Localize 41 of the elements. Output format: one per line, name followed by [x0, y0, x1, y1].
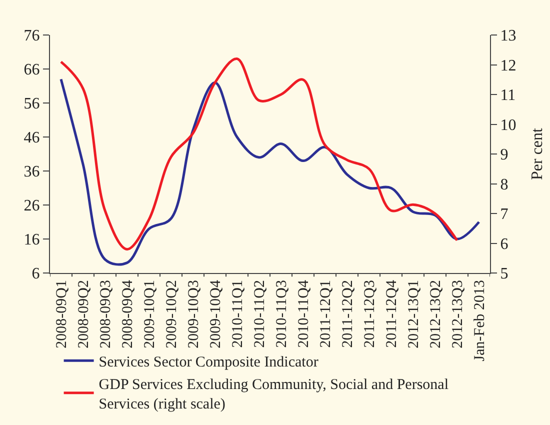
x-tick-label: 2009-10Q1	[142, 280, 158, 348]
x-tick-label: 2010-11Q4	[296, 280, 312, 348]
y2-tick-label: 6	[500, 236, 508, 253]
y-tick-label: 16	[24, 232, 40, 249]
y-tick-label: 76	[24, 28, 40, 45]
x-tick-label: 2010-11Q2	[252, 280, 268, 348]
y2-tick-label: 10	[500, 116, 516, 134]
y-tick-label: 6	[32, 266, 40, 283]
x-tick-label: 2010-11Q1	[230, 280, 246, 348]
x-tick-label: 2009-10Q2	[164, 280, 180, 348]
y2-tick-label: 9	[500, 146, 508, 164]
x-tick-label: 2008-09Q4	[120, 280, 136, 348]
y-tick-label: 46	[24, 130, 40, 147]
x-tick-label: 2011-12Q4	[384, 280, 400, 348]
y2-tick-label: 7	[500, 206, 508, 224]
x-tick-label: 2011-12Q1	[318, 280, 334, 348]
x-tick-label: Jan-Feb 2013	[472, 280, 488, 362]
legend-label: GDP Services Excluding Community, Social and Personal Services (right scale)	[98, 377, 448, 412]
x-tick-label: 2012-13Q2	[428, 280, 444, 348]
x-tick-label: 2012-13Q1	[406, 280, 422, 348]
y2-tick-label: 12	[500, 57, 516, 74]
x-tick-label: 2012-13Q3	[450, 280, 466, 348]
x-tick-label: 2011-12Q2	[340, 280, 356, 348]
x-tick-label: 2008-09Q1	[54, 280, 70, 348]
x-tick-label: 2009-10Q4	[208, 280, 224, 348]
y-tick-label: 56	[24, 96, 40, 113]
line-series	[60, 58, 458, 250]
y2-tick-label: 5	[500, 266, 508, 283]
y-tick-label: 26	[24, 198, 40, 215]
x-tick-label: 2008-09Q3	[98, 280, 114, 348]
y2-tick-label: 13	[500, 28, 516, 45]
y2-tick-label: 11	[500, 87, 516, 104]
y2-tick-label: 8	[500, 176, 508, 194]
x-tick-label: 2010-11Q3	[274, 280, 290, 348]
y2-axis-title: Per cent	[528, 127, 546, 180]
y-tick-label: 36	[24, 164, 40, 181]
x-tick-label: 2011-12Q3	[362, 280, 378, 348]
y-tick-label: 66	[24, 62, 40, 79]
x-tick-label: 2008-09Q2	[76, 280, 92, 348]
legend-label: Services Sector Composite Indicator	[98, 354, 318, 370]
x-tick-label: 2009-10Q3	[186, 280, 202, 348]
